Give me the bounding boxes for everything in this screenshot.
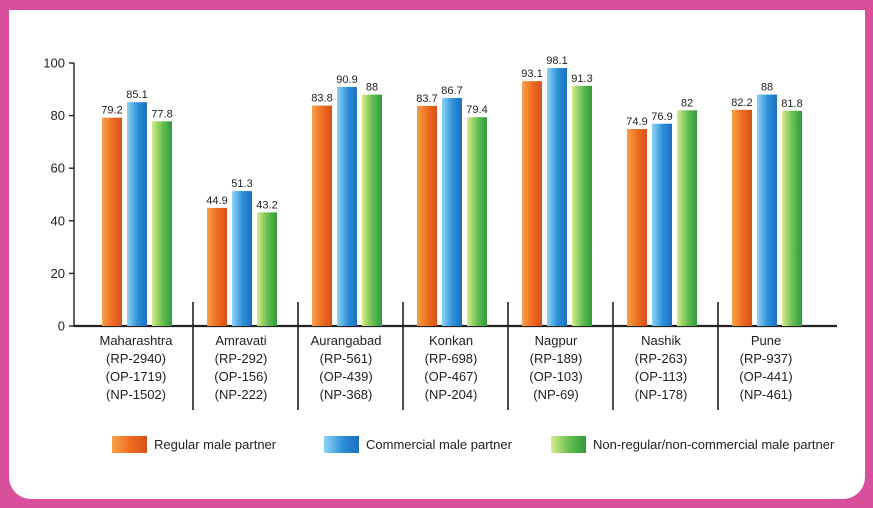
bar-0-5 bbox=[627, 129, 647, 326]
data-label: 90.9 bbox=[336, 74, 357, 86]
category-label-line: (NP-178) bbox=[635, 387, 688, 402]
category-label: Nashik (RP-263) (OP-113) (NP-178) bbox=[635, 333, 688, 402]
y-tick-label: 80 bbox=[51, 108, 65, 123]
bar-2-5 bbox=[677, 110, 697, 326]
bar-2-2 bbox=[362, 94, 382, 326]
bar-1-1 bbox=[232, 191, 252, 326]
bar-0-3 bbox=[417, 105, 437, 326]
data-label: 85.1 bbox=[126, 89, 147, 101]
bars bbox=[102, 67, 802, 327]
category-label-line: Pune bbox=[751, 333, 781, 348]
data-label: 82.2 bbox=[731, 97, 752, 109]
category-label-line: (OP-156) bbox=[214, 369, 267, 384]
bar-chart: 0 20 40 60 80 100 79.2 44.9 83.8 83.7 93.1 74.9 82.… bbox=[43, 55, 837, 453]
data-label: 86.7 bbox=[441, 85, 462, 97]
data-label: 76.9 bbox=[651, 111, 672, 123]
bar-2-0 bbox=[152, 121, 172, 326]
category-label-line: (NP-204) bbox=[425, 387, 478, 402]
bar-0-6 bbox=[732, 109, 752, 327]
category-label-line: (NP-461) bbox=[740, 387, 793, 402]
category-label-line: (RP-292) bbox=[215, 351, 268, 366]
legend-swatch bbox=[324, 436, 359, 453]
category-label-line: Aurangabad bbox=[311, 333, 382, 348]
data-label: 98.1 bbox=[546, 55, 567, 67]
category-label-line: (RP-189) bbox=[530, 351, 583, 366]
bar-0-0 bbox=[102, 117, 122, 326]
data-label: 44.9 bbox=[206, 195, 227, 207]
legend: Regular male partner Commercial male part… bbox=[112, 436, 835, 453]
category-label: Amravati (RP-292) (OP-156) (NP-222) bbox=[214, 333, 267, 402]
category-label-line: (NP-368) bbox=[320, 387, 373, 402]
data-label: 93.1 bbox=[521, 68, 542, 80]
labels: 79.2 44.9 83.8 83.7 93.1 74.9 82.2 85.1 51.3 90.9… bbox=[100, 55, 803, 402]
data-label: 74.9 bbox=[626, 116, 647, 128]
y-tick-label: 60 bbox=[51, 161, 65, 176]
legend-label: Commercial male partner bbox=[366, 437, 513, 452]
data-label: 88 bbox=[761, 82, 773, 94]
bar-2-6 bbox=[782, 110, 802, 326]
category-label-line: (NP-1502) bbox=[106, 387, 166, 402]
y-tick-label: 100 bbox=[43, 56, 65, 71]
category-label-line: (OP-441) bbox=[739, 369, 792, 384]
bar-0-1 bbox=[207, 207, 227, 326]
bar-2-1 bbox=[257, 212, 277, 326]
bar-2-3 bbox=[467, 117, 487, 326]
category-label-line: Amravati bbox=[215, 333, 266, 348]
category-label-line: (OP-467) bbox=[424, 369, 477, 384]
category-label: Konkan (RP-698) (OP-467) (NP-204) bbox=[424, 333, 477, 402]
data-label: 79.2 bbox=[101, 105, 122, 117]
category-label: Maharashtra (RP-2940) (OP-1719) (NP-1502) bbox=[100, 333, 174, 402]
category-label-line: (RP-937) bbox=[740, 351, 793, 366]
legend-label: Non-regular/non-commercial male partner bbox=[593, 437, 835, 452]
category-label-line: Maharashtra bbox=[100, 333, 174, 348]
category-label-line: (NP-69) bbox=[533, 387, 579, 402]
category-label-line: (OP-439) bbox=[319, 369, 372, 384]
bar-1-2 bbox=[337, 86, 357, 326]
category-label-line: Nagpur bbox=[535, 333, 578, 348]
chart-frame: 0 20 40 60 80 100 79.2 44.9 83.8 83.7 93.1 74.9 82.… bbox=[9, 10, 865, 499]
category-label-line: (RP-2940) bbox=[106, 351, 166, 366]
category-label-line: (OP-1719) bbox=[106, 369, 167, 384]
bar-1-0 bbox=[127, 102, 147, 326]
bar-0-4 bbox=[522, 81, 542, 326]
data-label: 88 bbox=[366, 82, 378, 94]
bar-0-2 bbox=[312, 105, 332, 326]
data-label: 82 bbox=[681, 97, 693, 109]
data-label: 83.7 bbox=[416, 93, 437, 105]
data-label: 79.4 bbox=[466, 104, 487, 116]
category-label-line: Nashik bbox=[641, 333, 681, 348]
bar-1-3 bbox=[442, 97, 462, 326]
category-label-line: (OP-113) bbox=[635, 369, 688, 384]
bar-1-5 bbox=[652, 123, 672, 327]
category-label-line: (RP-263) bbox=[635, 351, 688, 366]
data-label: 83.8 bbox=[311, 93, 332, 105]
category-label: Nagpur (RP-189) (OP-103) (NP-69) bbox=[529, 333, 582, 402]
legend-swatch bbox=[112, 436, 147, 453]
data-label: 77.8 bbox=[151, 108, 172, 120]
category-label-line: (RP-698) bbox=[425, 351, 478, 366]
bar-2-4 bbox=[572, 85, 592, 326]
y-tick-label: 20 bbox=[51, 266, 65, 281]
category-label: Pune (RP-937) (OP-441) (NP-461) bbox=[739, 333, 792, 402]
data-label: 91.3 bbox=[571, 73, 592, 85]
data-label: 81.8 bbox=[781, 98, 802, 110]
legend-swatch bbox=[551, 436, 586, 453]
bar-1-6 bbox=[757, 94, 777, 326]
category-label-line: (RP-561) bbox=[320, 351, 373, 366]
category-label-line: (OP-103) bbox=[529, 369, 582, 384]
legend-label: Regular male partner bbox=[154, 437, 277, 452]
category-label: Aurangabad (RP-561) (OP-439) (NP-368) bbox=[311, 333, 382, 402]
category-label-line: (NP-222) bbox=[215, 387, 268, 402]
data-label: 51.3 bbox=[231, 178, 252, 190]
data-label: 43.2 bbox=[256, 199, 277, 211]
y-tick-label: 40 bbox=[51, 213, 65, 228]
bar-1-4 bbox=[547, 67, 567, 326]
y-tick-label: 0 bbox=[58, 319, 65, 334]
category-label-line: Konkan bbox=[429, 333, 473, 348]
